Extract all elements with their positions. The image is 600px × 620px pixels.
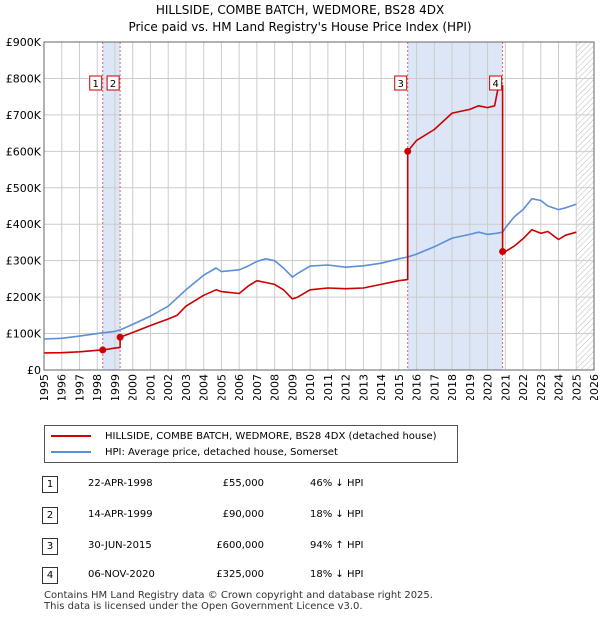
chart-title: HILLSIDE, COMBE BATCH, WEDMORE, BS28 4DX [155,3,445,17]
sale-point [116,333,124,341]
x-tick-label: 2014 [375,374,388,400]
transaction-date: 06-NOV-2020 [88,569,155,580]
x-tick-label: 2016 [411,374,424,400]
x-tick-label: 2019 [464,374,477,400]
sale-badge: 3 [394,75,408,91]
transaction-row: 3 30-JUN-2015 £600,000 94% ↑ HPI [42,537,382,557]
transaction-row: 4 06-NOV-2020 £325,000 18% ↓ HPI [42,566,382,586]
transaction-date: 22-APR-1998 [88,478,153,489]
sale-badge: 1 [89,75,103,91]
transaction-row: 1 22-APR-1998 £55,000 46% ↓ HPI [42,475,382,495]
transaction-number: 3 [42,538,58,555]
y-tick-label: £900K [6,36,42,49]
transaction-hpi-diff: 94% ↑ HPI [310,540,364,551]
sale-point [404,147,412,155]
sale-badge-label: 4 [492,79,498,90]
x-tick-label: 2015 [393,374,406,400]
x-tick-label: 2021 [499,374,512,400]
x-tick-label: 2002 [162,374,175,400]
x-tick-label: 2009 [286,374,299,400]
y-tick-label: £100K [6,328,42,341]
footer: Contains HM Land Registry data © Crown c… [44,590,433,612]
x-tick-label: 2018 [446,374,459,400]
y-tick-label: £400K [6,218,42,231]
x-tick-label: 1997 [73,374,86,400]
legend-item-property: HILLSIDE, COMBE BATCH, WEDMORE, BS28 4DX… [51,428,437,444]
transaction-hpi-diff: 46% ↓ HPI [310,478,364,489]
x-tick-label: 2010 [304,374,317,400]
transaction-row: 2 14-APR-1999 £90,000 18% ↓ HPI [42,506,382,526]
x-tick-label: 1996 [56,374,69,400]
x-tick-label: 2001 [144,374,157,400]
plot-frame [43,41,595,371]
sale-point [99,346,107,354]
sale-point [499,248,507,256]
sale-badge-box [106,75,120,91]
legend-label-property: HILLSIDE, COMBE BATCH, WEDMORE, BS28 4DX… [105,430,437,442]
transaction-price: £600,000 [216,540,264,551]
x-tick-label: 2025 [570,374,583,400]
sale-badge-label: 3 [398,79,404,90]
x-tick-label: 2023 [535,374,548,400]
x-tick-label: 2011 [322,374,335,400]
x-tick-label: 1999 [109,374,122,400]
sale-badge-box [489,75,503,91]
x-tick-label: 2006 [233,374,246,400]
sale-badge-label: 2 [110,79,116,90]
y-tick-label: £700K [6,109,42,122]
x-tick-label: 2020 [482,374,495,400]
x-tick-label: 2007 [251,374,264,400]
x-tick-label: 2008 [269,374,282,400]
footer-copyright: Contains HM Land Registry data © Crown c… [44,590,433,601]
x-tick-label: 1998 [91,374,104,400]
transaction-number: 1 [42,476,58,493]
y-tick-label: £500K [6,182,42,195]
y-tick-label: £200K [6,291,42,304]
legend-swatch-hpi [51,451,91,453]
x-tick-label: 2013 [357,374,370,400]
transaction-date: 30-JUN-2015 [88,540,152,551]
x-tick-label: 2004 [198,374,211,400]
x-tick-label: 2017 [428,374,441,400]
chart-subtitle: Price paid vs. HM Land Registry's House … [128,20,472,34]
y-tick-label: £600K [6,145,42,158]
transaction-hpi-diff: 18% ↓ HPI [310,509,364,520]
legend-swatch-property [51,435,91,437]
x-tick-label: 2000 [127,374,140,400]
sale-badge-label: 1 [93,79,99,90]
x-tick-label: 2024 [553,374,566,400]
sale-badge: 4 [489,75,503,91]
legend: HILLSIDE, COMBE BATCH, WEDMORE, BS28 4DX… [44,425,458,463]
transaction-price: £55,000 [222,478,264,489]
x-tick-label: 2012 [340,374,353,400]
x-tick-label: 2026 [588,374,600,400]
shaded-period [407,42,503,370]
transaction-price: £90,000 [222,509,264,520]
transaction-number: 2 [42,507,58,524]
y-tick-label: £800K [6,72,42,85]
y-tick-label: £300K [6,255,42,268]
plot-background [44,42,594,370]
transaction-hpi-diff: 18% ↓ HPI [310,569,364,580]
sale-badge-box [89,75,103,91]
x-tick-label: 2003 [180,374,193,400]
x-tick-label: 2005 [215,374,228,400]
x-tick-label: 1995 [38,374,51,400]
y-tick-label: £0 [27,364,41,377]
sale-badge-box [394,75,408,91]
x-tick-label: 2022 [517,374,530,400]
sale-badge: 2 [106,75,120,91]
footer-licence: This data is licensed under the Open Gov… [44,601,363,612]
transaction-date: 14-APR-1999 [88,509,153,520]
transaction-number: 4 [42,567,58,584]
legend-label-hpi: HPI: Average price, detached house, Some… [105,446,338,458]
forecast-hatch [576,42,594,370]
legend-item-hpi: HPI: Average price, detached house, Some… [51,444,338,460]
hpi-line [43,197,577,340]
shaded-period [102,42,121,370]
transaction-price: £325,000 [216,569,264,580]
